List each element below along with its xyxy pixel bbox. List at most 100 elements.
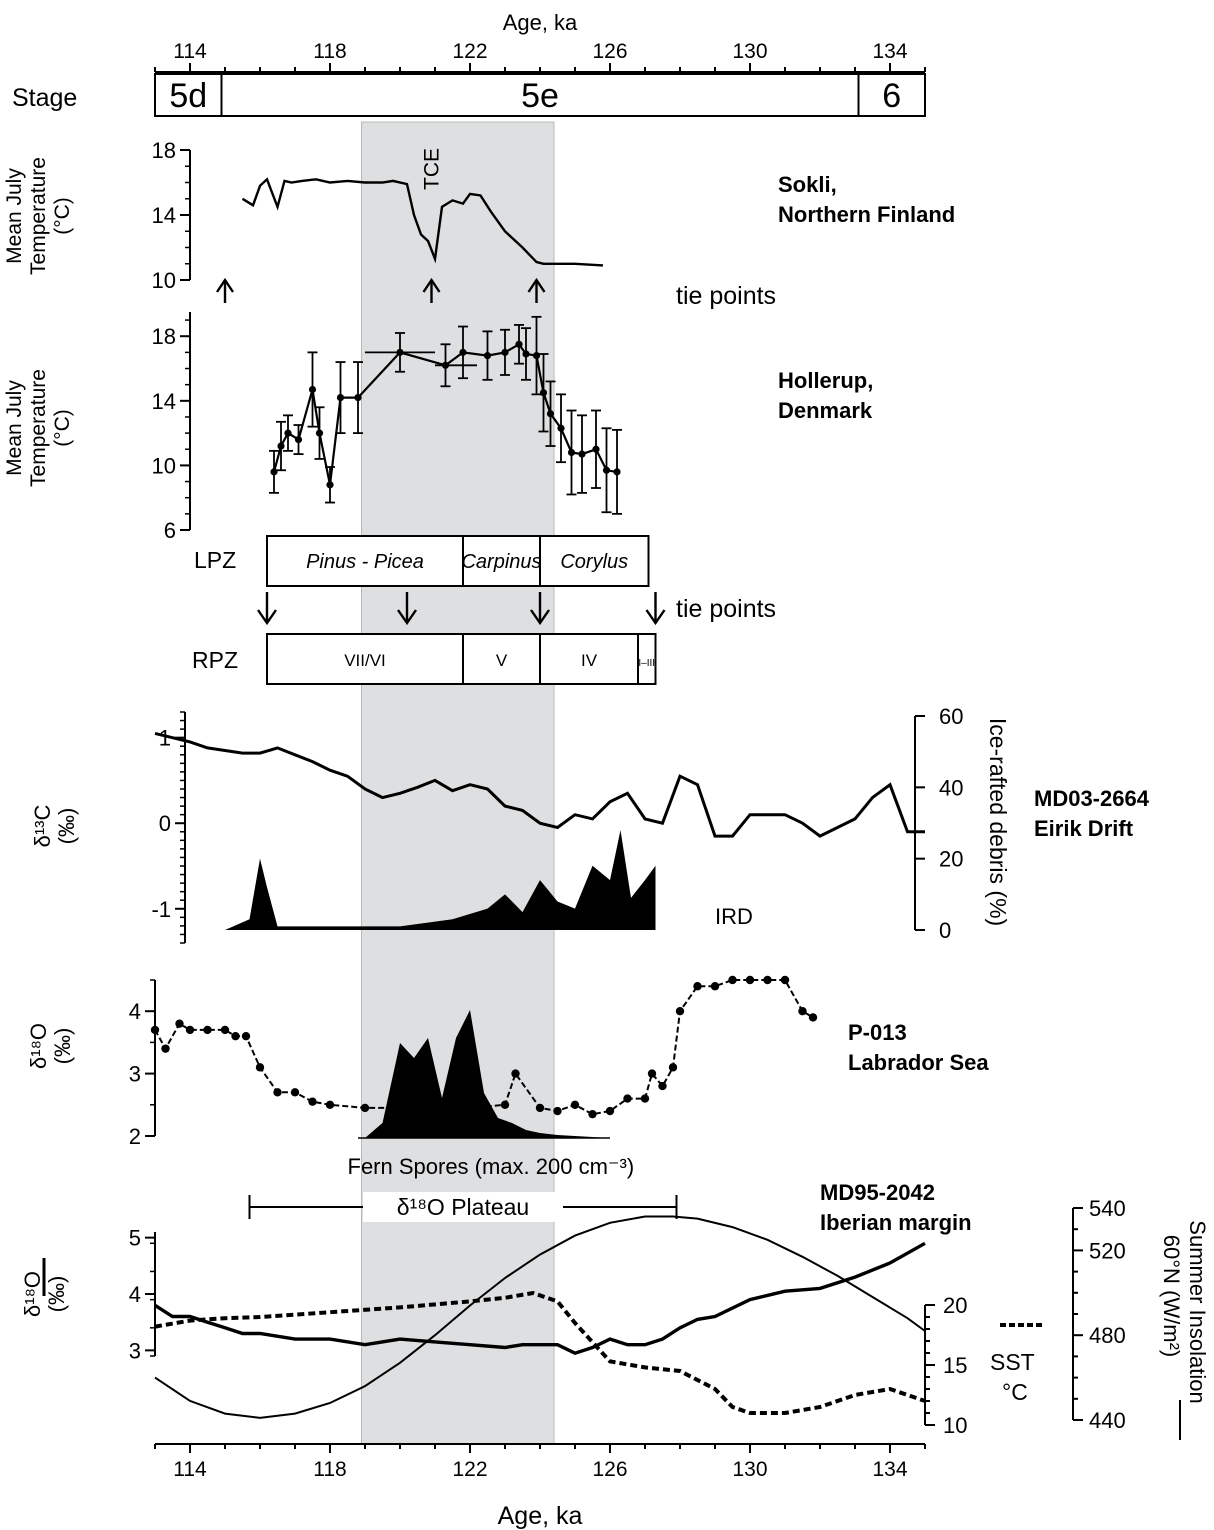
tie-points-lower: tie points (257, 592, 776, 626)
tie-point-arrowhead (216, 277, 234, 293)
d18o-point (605, 1106, 615, 1116)
stage-label: 5d (169, 77, 207, 115)
site-label: Sokli, (778, 172, 837, 197)
data-point (326, 481, 334, 489)
y-tick-label: 14 (152, 203, 176, 228)
d18o-point (808, 1013, 818, 1022)
lpz-label: LPZ (194, 547, 236, 573)
age-axis-bottom-title: Age, ka (498, 1502, 583, 1530)
axis-tick-label: 114 (173, 40, 207, 63)
data-point (578, 450, 586, 458)
d18o-point (728, 975, 737, 985)
axis-tick-label: 122 (452, 1458, 487, 1481)
d18o-point (693, 982, 702, 991)
top-axis-ticks: 114 118 122 126 130 134 (154, 40, 926, 72)
data-point (515, 340, 523, 348)
insolation-tick-label: 520 (1089, 1238, 1126, 1263)
data-point (459, 348, 467, 356)
y-tick-label: 2 (129, 1124, 141, 1149)
fern-spores-label: Fern Spores (max. 200 cm⁻³) (348, 1154, 635, 1179)
sst-tick-label: 10 (943, 1413, 967, 1438)
d18o-point (588, 1109, 597, 1119)
data-point (602, 466, 611, 474)
stage-row: Stage 5d 5e 6 (12, 73, 926, 117)
stage-label: 6 (882, 77, 901, 115)
y-tick-label: 10 (152, 268, 176, 293)
data-point (592, 445, 600, 453)
d18o-point (161, 1044, 170, 1053)
d18o-line (154, 1241, 926, 1356)
site-label: Iberian margin (820, 1210, 972, 1235)
d18o-point (175, 1019, 184, 1028)
d18o-point (360, 1103, 370, 1113)
d18o-point (308, 1097, 317, 1106)
insolation-axis-title: Summer Insolation (1185, 1220, 1210, 1403)
y-tick-label: 18 (152, 324, 176, 349)
data-point (567, 448, 576, 457)
plateau-label-bg (363, 1192, 563, 1222)
y-tick-label: 4 (129, 999, 141, 1024)
y-axis-title: δ¹⁸O(‰) (26, 1023, 75, 1069)
tie-point-arrowhead (527, 277, 546, 293)
d18o-point (745, 975, 755, 985)
y-tick-label: -1 (151, 897, 171, 922)
panel-sokli: 10 14 18 Mean JulyTemperature(°C) TCE Sokli, N… (3, 138, 955, 293)
d18o-point (511, 1069, 520, 1078)
axis-tick-label: 122 (452, 40, 487, 63)
y-tick-label: 14 (152, 389, 176, 414)
d18o-point (780, 975, 790, 985)
right-tick-label: 60 (939, 704, 963, 729)
panel-hollerup: 6 10 14 18 Mean JulyTemperature(°C) Hollerup,… (3, 312, 873, 543)
d18o-point (325, 1100, 335, 1110)
d18o-point (231, 1031, 240, 1041)
tie-point-arrowhead (530, 609, 550, 626)
zone-label: V (496, 651, 508, 670)
y-tick-label: 4 (129, 1282, 141, 1307)
bottom-axis-ticks: 114 118 122 126 130 134 (154, 1444, 926, 1481)
zone-label: IV (581, 651, 598, 670)
data-point (270, 468, 278, 476)
panel-labrador-sea: 2 3 4 δ¹⁸O(‰) Fern Spores (max. 200 cm⁻³) P-0… (26, 975, 989, 1179)
plateau-label: δ¹⁸O Plateau (397, 1194, 529, 1220)
d18o-point (798, 1007, 807, 1016)
panel-iberian-margin: 3 4 5 δ¹⁸O(‰) δ¹⁸O Plateau 10 15 20 SST °C 440 480 5… (20, 1180, 1210, 1440)
zone-label: Pinus - Picea (306, 551, 424, 573)
d18o-point (241, 1031, 251, 1041)
insolation-tick-label: 540 (1089, 1196, 1126, 1221)
axis-tick-label: 114 (173, 1458, 207, 1481)
data-point (277, 442, 285, 450)
axis-tick-label: 118 (313, 1458, 346, 1481)
d18o-point (255, 1063, 265, 1072)
fern-spores-area (365, 1010, 610, 1138)
data-point (613, 468, 621, 476)
ird-area (225, 830, 656, 930)
data-point (522, 350, 530, 358)
d18o-point (668, 1063, 678, 1072)
data-point (501, 348, 509, 356)
sokli-temperature-line (241, 177, 604, 267)
d13c-line (154, 731, 925, 838)
y-tick-label: 3 (129, 1062, 141, 1087)
zone-frame (266, 633, 657, 685)
panel-eirik-drift: -1 0 1 δ¹³C(‰) 0 20 40 60 Ice-rafted debris (%) I… (30, 704, 1150, 944)
axis-tick-label: 130 (732, 40, 767, 63)
site-label: Eirik Drift (1034, 816, 1134, 841)
y-tick-label: 18 (152, 138, 176, 163)
d18o-point (290, 1088, 300, 1097)
axis-tick-label: 126 (592, 1458, 627, 1481)
zone-label: VII/VI (344, 651, 386, 670)
y-tick-label: 1 (159, 726, 171, 751)
tie-point-arrowhead (257, 609, 277, 626)
d18o-point (640, 1094, 650, 1103)
tie-point-arrowhead (645, 609, 666, 626)
d18o-point (647, 1069, 657, 1078)
site-label: P-013 (848, 1020, 907, 1045)
site-label: Northern Finland (778, 202, 955, 227)
d18o-point (570, 1100, 580, 1110)
tie-point-arrowhead (397, 609, 417, 626)
zone-label: Corylus (560, 551, 628, 573)
data-point (336, 393, 345, 402)
d18o-point (675, 1007, 685, 1016)
site-label: MD03-2664 (1034, 786, 1150, 811)
